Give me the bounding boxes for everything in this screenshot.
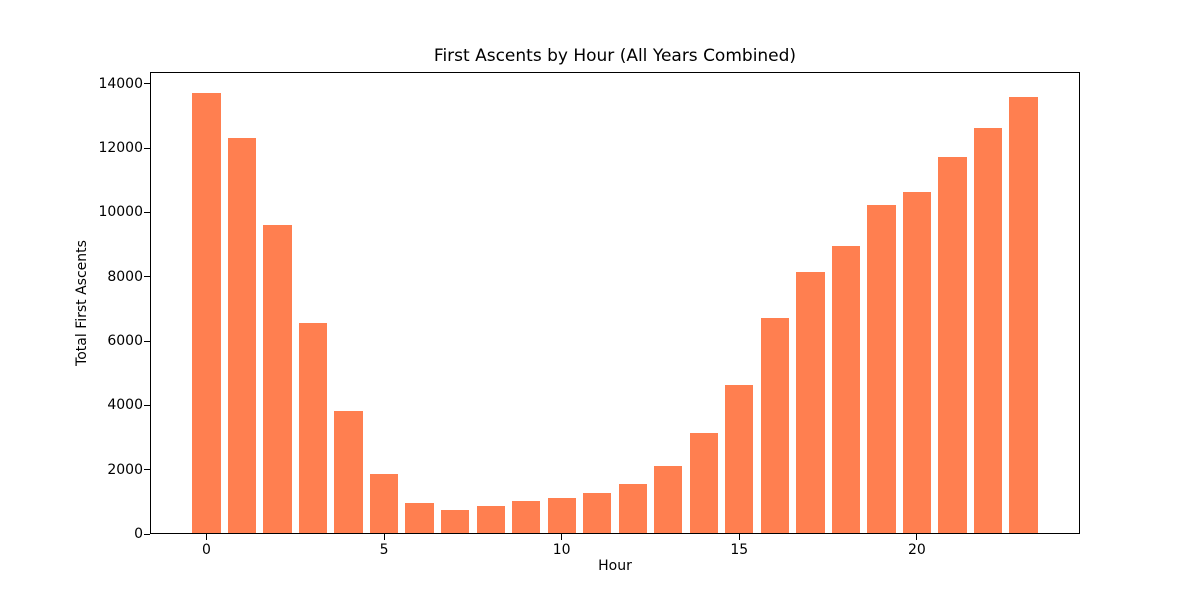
chart-title: First Ascents by Hour (All Years Combine… [433, 46, 797, 66]
bar-hour-10 [547, 498, 576, 533]
bar-hour-20 [902, 192, 932, 533]
y-tick-label: 10000 [98, 204, 143, 221]
bar-hour-23 [1009, 97, 1038, 533]
x-tick-label: 15 [730, 542, 749, 558]
bar-hour-8 [476, 505, 505, 533]
y-tick-mark [144, 533, 150, 535]
y-tick-mark [144, 404, 150, 406]
x-tick-label: 0 [202, 542, 211, 558]
x-tick-mark [383, 534, 385, 540]
bar-hour-14 [689, 432, 718, 533]
bar-hour-18 [831, 245, 861, 533]
y-tick-label: 8000 [107, 268, 143, 285]
x-tick-mark [916, 534, 918, 540]
y-tick-mark [144, 469, 150, 471]
x-tick-mark [561, 534, 563, 540]
x-tick-label: 20 [907, 542, 926, 558]
y-tick-label: 0 [134, 526, 143, 542]
bar-hour-6 [405, 503, 434, 533]
x-tick-mark [738, 534, 740, 540]
bar-hour-7 [440, 509, 470, 533]
x-tick-label: 5 [379, 542, 389, 558]
bar-hour-12 [618, 483, 647, 533]
bar-hour-21 [938, 156, 967, 533]
bar-hour-17 [796, 272, 825, 533]
bar-hour-13 [654, 465, 683, 533]
bar-hour-9 [512, 501, 541, 533]
y-tick-label: 2000 [107, 461, 143, 478]
y-tick-mark [144, 276, 150, 278]
y-tick-mark [144, 83, 150, 85]
y-tick-mark [144, 211, 150, 213]
bar-hour-16 [760, 317, 789, 533]
bar-hour-11 [583, 493, 612, 533]
bar-hour-4 [334, 410, 363, 533]
y-tick-mark [144, 147, 150, 149]
bar-hour-22 [973, 128, 1003, 533]
y-tick-label: 12000 [98, 140, 143, 156]
bar-hour-15 [725, 384, 754, 533]
y-tick-label: 4000 [107, 397, 143, 414]
x-tick-label: 10 [552, 542, 571, 558]
bar-hour-5 [369, 474, 399, 533]
x-axis-label: Hour [598, 558, 632, 574]
y-tick-label: 14000 [98, 75, 143, 92]
plot-area [150, 72, 1080, 534]
y-tick-mark [144, 340, 150, 342]
bar-hour-0 [192, 93, 221, 533]
x-tick-mark [206, 534, 207, 540]
bar-hour-3 [298, 322, 328, 533]
bar-hour-19 [867, 204, 896, 533]
y-tick-label: 6000 [107, 333, 143, 349]
bar-hour-2 [263, 225, 292, 533]
bar-hour-1 [227, 138, 257, 533]
